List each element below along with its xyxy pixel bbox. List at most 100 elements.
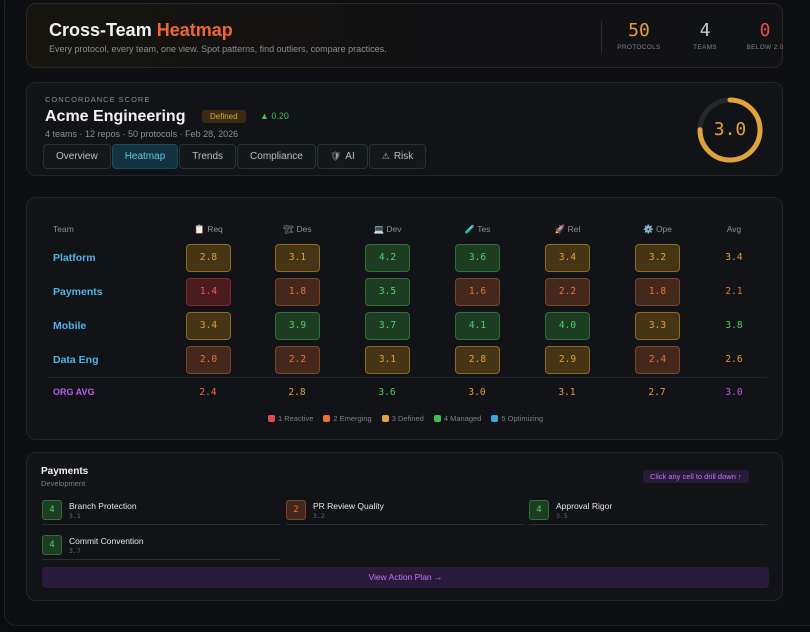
org-name: Acme Engineering (45, 108, 186, 125)
stat-value: 4 (699, 20, 711, 41)
team-label-mobile[interactable]: Mobile (53, 320, 87, 332)
org-avg-value: 2.8 (288, 387, 306, 398)
heatmap-cell[interactable]: 2.2 (275, 346, 320, 374)
heatmap-cell[interactable]: 3.6 (455, 244, 500, 272)
test-tube-icon: 🧪 (464, 224, 476, 234)
tab-overview[interactable]: Overview (43, 144, 111, 169)
heatmap-cell[interactable]: 2.0 (186, 346, 231, 374)
heatmap-cell[interactable]: 1.8 (275, 278, 320, 306)
legend-swatch (491, 415, 499, 422)
construction-icon: 🏗 (283, 224, 295, 234)
protocol-name: PR Review Quality (313, 501, 384, 511)
page-subtitle: Every protocol, every team, one view. Sp… (49, 44, 387, 54)
heatmap-cell[interactable]: 2.4 (635, 346, 680, 374)
heatmap-cell[interactable]: 4.1 (455, 312, 500, 340)
protocol-level-badge: 4 (42, 535, 62, 555)
score-eyebrow: CONCORDANCE SCORE (45, 95, 151, 104)
view-tabs: Overview Heatmap Trends Compliance 🛡 AI ⚠ Risk (43, 144, 427, 169)
tab-ai[interactable]: 🛡 AI (316, 144, 368, 169)
column-label: Ope (655, 224, 673, 234)
legend-item: 5 Optimizing (491, 414, 543, 423)
column-header-des: 🏗 Des (275, 224, 320, 235)
heatmap-cell[interactable]: 3.7 (365, 312, 410, 340)
level-badge: Defined (202, 110, 246, 123)
protocol-level-badge: 4 (42, 500, 62, 520)
legend-label: 2 Emerging (333, 414, 372, 423)
tab-heatmap[interactable]: Heatmap (111, 144, 179, 169)
org-avg-value: 3.6 (378, 387, 396, 398)
column-label: Rel (567, 224, 581, 234)
legend-item: 3 Defined (381, 414, 424, 423)
legend-swatch (433, 415, 441, 422)
tab-risk[interactable]: ⚠ Risk (368, 144, 427, 169)
heatmap-cell[interactable]: 3.3 (635, 312, 680, 340)
stat-label: TEAMS (693, 44, 717, 51)
org-meta: 4 teams · 12 repos · 50 protocols · Feb … (45, 129, 239, 139)
column-header-ope: ⚙️ Ope (635, 224, 680, 235)
warning-icon: ⚠ (381, 151, 390, 161)
team-label-data-eng[interactable]: Data Eng (53, 354, 99, 366)
column-label: Tes (477, 224, 491, 234)
org-row-divider (47, 377, 767, 378)
org-avg-total: 3.0 (725, 387, 743, 398)
tab-label: Risk (393, 151, 414, 162)
stat-teams: 4 TEAMS (676, 21, 734, 53)
heatmap-cell[interactable]: 3.9 (275, 312, 320, 340)
heatmap-cell[interactable]: 3.4 (545, 244, 590, 272)
heatmap-cell[interactable]: 1.8 (635, 278, 680, 306)
heatmap-cell[interactable]: 3.2 (635, 244, 680, 272)
view-action-plan-button[interactable]: View Action Plan → (42, 567, 769, 588)
drilldown-subtitle: Development (41, 479, 86, 488)
page-title: Cross-Team Heatmap (49, 20, 233, 41)
heatmap-cell[interactable]: 2.8 (186, 244, 231, 272)
title-accent: Heatmap (156, 20, 233, 40)
org-avg-label: ORG AVG (53, 387, 95, 397)
tab-label: Overview (56, 151, 98, 162)
org-avg-value: 2.7 (648, 387, 666, 398)
protocol-level-badge: 4 (529, 500, 549, 520)
protocol-item[interactable]: 4 Commit Convention 3.7 (42, 535, 280, 560)
legend-label: 4 Managed (443, 414, 482, 423)
heatmap-cell[interactable]: 4.2 (365, 244, 410, 272)
tab-label: Trends (192, 151, 224, 162)
score-gauge: 3.0 (695, 95, 765, 165)
legend-item: 2 Emerging (323, 414, 372, 423)
heatmap-cell[interactable]: 1.4 (186, 278, 231, 306)
legend-swatch (381, 415, 389, 422)
heatmap-cell[interactable]: 3.1 (365, 346, 410, 374)
legend-label: 3 Defined (391, 414, 424, 423)
protocol-item[interactable]: 4 Branch Protection 3.1 (42, 500, 280, 525)
protocol-item[interactable]: 4 Approval Rigor 3.5 (529, 500, 767, 525)
protocol-score: 3.7 (69, 547, 81, 555)
column-header-rel: 🚀 Rel (545, 224, 590, 235)
heatmap-cell[interactable]: 2.8 (455, 346, 500, 374)
clipboard-icon: 📋 (194, 224, 205, 234)
stat-below-2-0: 0 BELOW 2.0 (734, 21, 796, 53)
protocol-name: Commit Convention (69, 536, 144, 546)
heatmap-cell[interactable]: 3.1 (275, 244, 320, 272)
team-label-platform[interactable]: Platform (53, 252, 96, 264)
heatmap-cell[interactable]: 3.4 (186, 312, 231, 340)
heatmap-card: Team Avg ORG AVG 1 Reactive 2 Emerging 3 D… (26, 197, 783, 440)
stat-value: 50 (628, 20, 650, 41)
stat-label: PROTOCOLS (617, 44, 661, 51)
tab-compliance[interactable]: Compliance (237, 144, 316, 169)
heatmap-cell[interactable]: 2.2 (545, 278, 590, 306)
gear-icon: ⚙️ (642, 224, 654, 234)
team-avg: 3.8 (725, 320, 743, 331)
avg-column-header: Avg (726, 224, 742, 234)
title-main: Cross-Team (49, 20, 152, 40)
column-label: Req (207, 224, 223, 234)
gauge-score: 3.0 (713, 119, 747, 140)
legend-swatch (267, 415, 275, 422)
protocol-name: Approval Rigor (556, 501, 613, 511)
protocol-name: Branch Protection (69, 501, 137, 511)
org-avg-value: 2.4 (199, 387, 217, 398)
heatmap-cell[interactable]: 3.5 (365, 278, 410, 306)
heatmap-cell[interactable]: 4.0 (545, 312, 590, 340)
protocol-item[interactable]: 2 PR Review Quality 3.2 (286, 500, 524, 525)
heatmap-cell[interactable]: 1.6 (455, 278, 500, 306)
tab-trends[interactable]: Trends (179, 144, 237, 169)
team-label-payments[interactable]: Payments (53, 286, 103, 298)
heatmap-cell[interactable]: 2.9 (545, 346, 590, 374)
